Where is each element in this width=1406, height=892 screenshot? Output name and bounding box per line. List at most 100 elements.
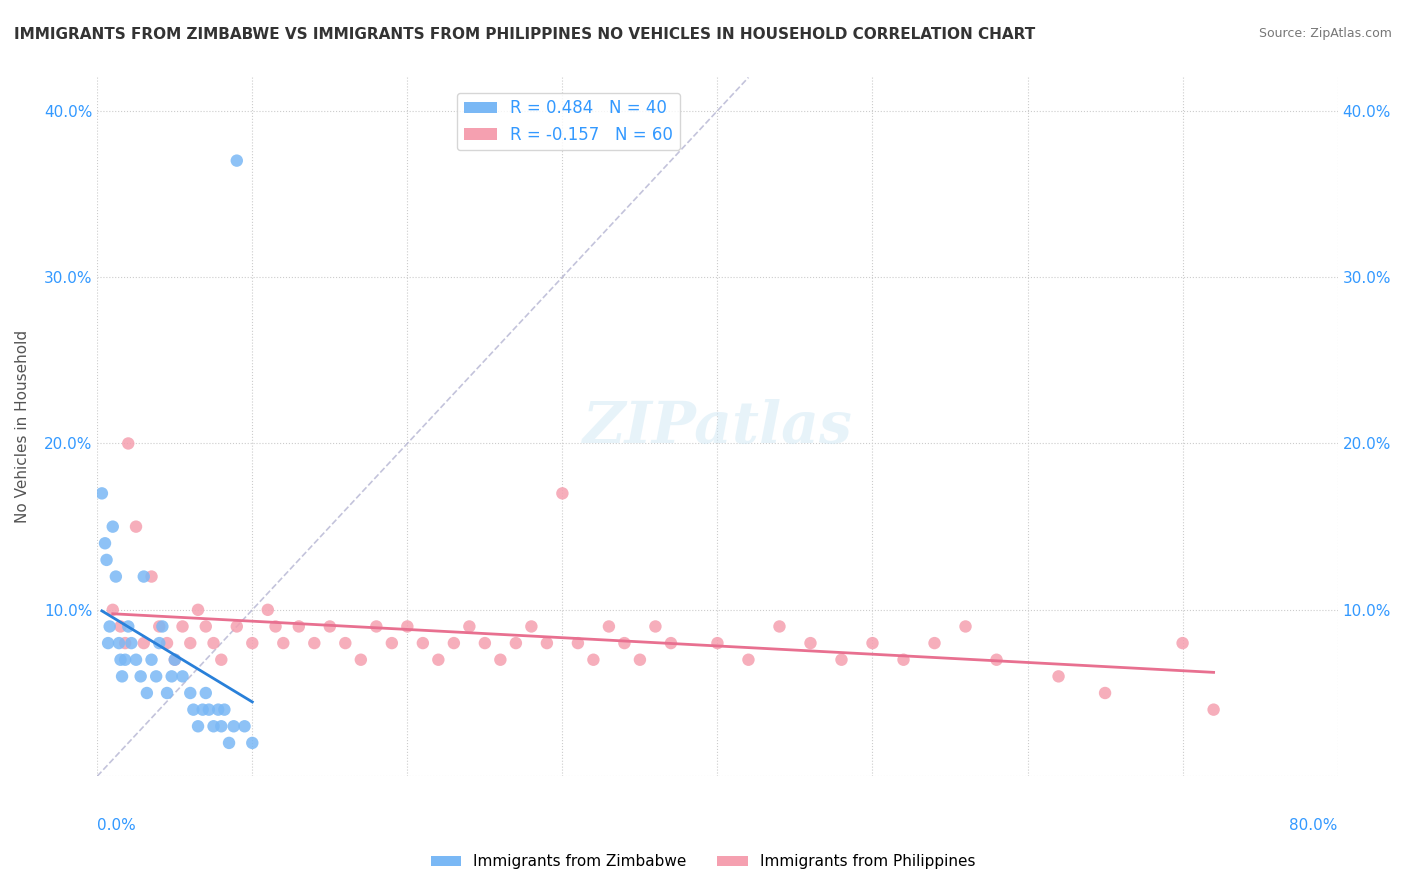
Point	[1094, 686, 1116, 700]
Point	[163, 653, 186, 667]
Point	[218, 736, 240, 750]
Point	[350, 653, 373, 667]
Point	[141, 653, 163, 667]
Point	[108, 636, 131, 650]
Y-axis label: No Vehicles in Household: No Vehicles in Household	[15, 330, 30, 524]
Point	[1202, 703, 1225, 717]
Point	[240, 736, 263, 750]
Legend: Immigrants from Zimbabwe, Immigrants from Philippines: Immigrants from Zimbabwe, Immigrants fro…	[425, 848, 981, 875]
Point	[129, 669, 152, 683]
Point	[335, 636, 357, 650]
Point	[90, 486, 112, 500]
Point	[381, 636, 404, 650]
Point	[628, 653, 651, 667]
Point	[148, 619, 170, 633]
Point	[156, 636, 179, 650]
Point	[799, 636, 821, 650]
Point	[659, 636, 682, 650]
Text: 0.0%: 0.0%	[97, 818, 136, 833]
Point	[97, 636, 120, 650]
Point	[198, 703, 221, 717]
Point	[443, 636, 465, 650]
Point	[179, 686, 201, 700]
Point	[141, 569, 163, 583]
Point	[194, 686, 217, 700]
Point	[148, 636, 170, 650]
Point	[304, 636, 326, 650]
Point	[598, 619, 620, 633]
Point	[179, 636, 201, 650]
Text: ZIPatlas: ZIPatlas	[582, 399, 852, 455]
Point	[194, 619, 217, 633]
Point	[319, 619, 342, 633]
Point	[474, 636, 496, 650]
Point	[150, 619, 173, 633]
Point	[132, 636, 155, 650]
Point	[955, 619, 977, 633]
Point	[233, 719, 256, 733]
Point	[225, 619, 247, 633]
Point	[98, 619, 121, 633]
Point	[862, 636, 884, 650]
Point	[110, 619, 132, 633]
Point	[706, 636, 728, 650]
Point	[202, 636, 225, 650]
Point	[156, 686, 179, 700]
Point	[160, 669, 183, 683]
Point	[567, 636, 589, 650]
Point	[536, 636, 558, 650]
Point	[986, 653, 1008, 667]
Point	[209, 719, 232, 733]
Point	[110, 653, 132, 667]
Point	[240, 636, 263, 650]
Point	[114, 653, 136, 667]
Point	[271, 636, 294, 650]
Point	[187, 603, 209, 617]
Point	[893, 653, 915, 667]
Text: IMMIGRANTS FROM ZIMBABWE VS IMMIGRANTS FROM PHILIPPINES NO VEHICLES IN HOUSEHOLD: IMMIGRANTS FROM ZIMBABWE VS IMMIGRANTS F…	[14, 27, 1035, 42]
Point	[187, 719, 209, 733]
Point	[264, 619, 287, 633]
Point	[924, 636, 946, 650]
Point	[94, 536, 117, 550]
Point	[412, 636, 434, 650]
Point	[135, 686, 157, 700]
Point	[145, 669, 167, 683]
Point	[209, 653, 232, 667]
Point	[396, 619, 419, 633]
Point	[505, 636, 527, 650]
Point	[427, 653, 450, 667]
Point	[191, 703, 214, 717]
Point	[768, 619, 790, 633]
Point	[132, 569, 155, 583]
Point	[117, 619, 139, 633]
Point	[489, 653, 512, 667]
Point	[1171, 636, 1194, 650]
Point	[202, 719, 225, 733]
Point	[214, 703, 236, 717]
Point	[1047, 669, 1070, 683]
Point	[222, 719, 245, 733]
Point	[111, 669, 134, 683]
Point	[101, 519, 124, 533]
Point	[644, 619, 666, 633]
Point	[125, 653, 148, 667]
Point	[520, 619, 543, 633]
Point	[172, 619, 194, 633]
Point	[225, 153, 247, 168]
Point	[104, 569, 127, 583]
Point	[830, 653, 852, 667]
Point	[551, 486, 574, 500]
Point	[366, 619, 388, 633]
Point	[458, 619, 481, 633]
Point	[96, 553, 118, 567]
Point	[117, 436, 139, 450]
Legend: R = 0.484   N = 40, R = -0.157   N = 60: R = 0.484 N = 40, R = -0.157 N = 60	[457, 93, 681, 151]
Point	[163, 653, 186, 667]
Point	[183, 703, 205, 717]
Text: Source: ZipAtlas.com: Source: ZipAtlas.com	[1258, 27, 1392, 40]
Point	[125, 519, 148, 533]
Point	[613, 636, 636, 650]
Text: 80.0%: 80.0%	[1289, 818, 1337, 833]
Point	[288, 619, 311, 633]
